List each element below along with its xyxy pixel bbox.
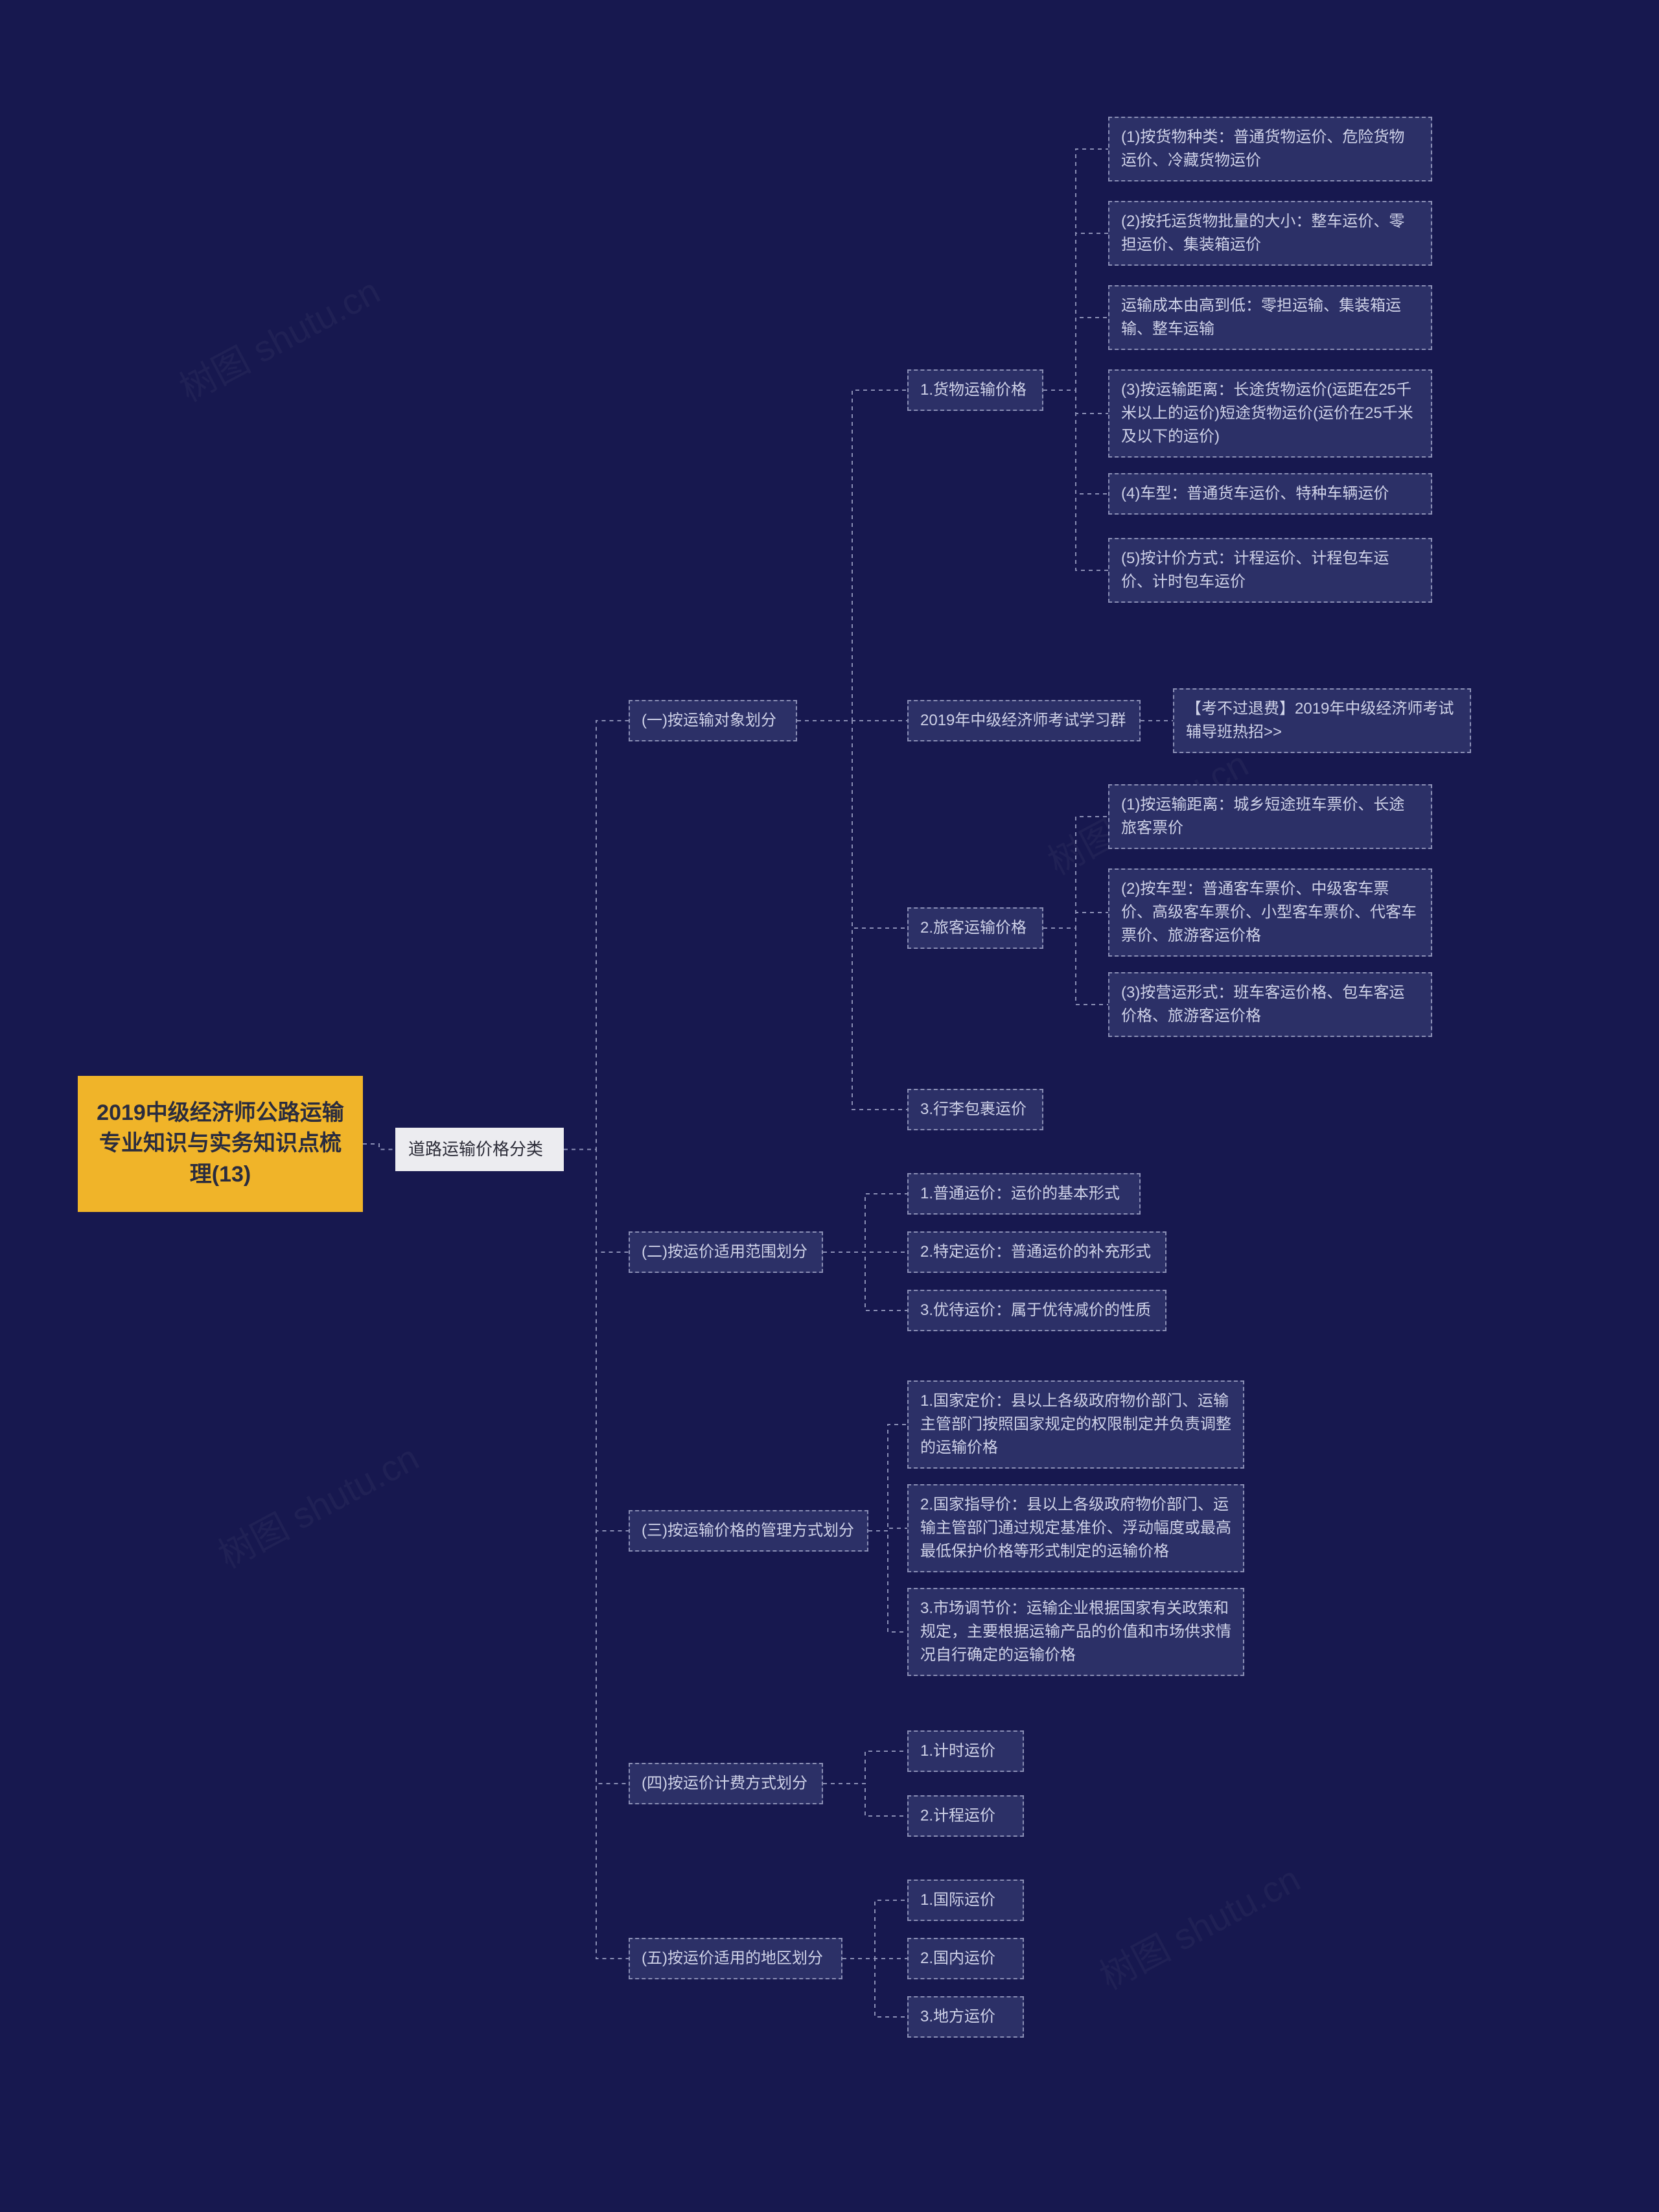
node-label: 1.国际运价 — [920, 1889, 995, 1912]
node-c5c[interactable]: 3.地方运价 — [907, 1996, 1024, 2038]
edge-c1a-c1a4 — [1043, 390, 1108, 413]
node-label: (5)按计价方式：计程运价、计程包车运价、计时包车运价 — [1121, 547, 1419, 594]
node-c4b[interactable]: 2.计程运价 — [907, 1795, 1024, 1837]
node-label: 3.地方运价 — [920, 2005, 995, 2029]
node-label: (四)按运价计费方式划分 — [642, 1772, 807, 1795]
node-label: (2)按车型：普通客车票价、中级客车票价、高级客车票价、小型客车票价、代客车票价… — [1121, 878, 1419, 948]
edge-c5-c5a — [842, 1900, 907, 1959]
node-c1b[interactable]: 2019年中级经济师考试学习群 — [907, 700, 1141, 741]
edge-c4-c4b — [823, 1784, 907, 1816]
node-c5a[interactable]: 1.国际运价 — [907, 1880, 1024, 1921]
edge-hub-c5 — [564, 1150, 629, 1959]
node-c1a5[interactable]: (4)车型：普通货车运价、特种车辆运价 — [1108, 473, 1432, 515]
node-label: 2.计程运价 — [920, 1804, 995, 1828]
node-c4a[interactable]: 1.计时运价 — [907, 1730, 1024, 1772]
edge-c1c-c1c1 — [1043, 817, 1108, 928]
node-label: 3.优待运价：属于优待减价的性质 — [920, 1299, 1151, 1322]
node-c1c3[interactable]: (3)按营运形式：班车客运价格、包车客运价格、旅游客运价格 — [1108, 972, 1432, 1037]
node-label: 1.货物运输价格 — [920, 378, 1027, 402]
node-c1a3[interactable]: 运输成本由高到低：零担运输、集装箱运输、整车运输 — [1108, 285, 1432, 350]
edge-c3-c3a — [868, 1425, 907, 1531]
edge-c1-c1a — [797, 390, 907, 721]
node-c2[interactable]: (二)按运价适用范围划分 — [629, 1231, 823, 1273]
node-c5b[interactable]: 2.国内运价 — [907, 1938, 1024, 1979]
mindmap-canvas: 树图 shutu.cn树图 shutu.cn树图 shutu.cn树图 shut… — [0, 0, 1659, 2212]
node-label: 2.国家指导价：县以上各级政府物价部门、运输主管部门通过规定基准价、浮动幅度或最… — [920, 1493, 1231, 1563]
node-label: 2.旅客运输价格 — [920, 916, 1027, 940]
node-label: (三)按运输价格的管理方式划分 — [642, 1519, 854, 1543]
node-label: 1.国家定价：县以上各级政府物价部门、运输主管部门按照国家规定的权限制定并负责调… — [920, 1390, 1231, 1460]
edge-c1c-c1c3 — [1043, 928, 1108, 1005]
node-label: 运输成本由高到低：零担运输、集装箱运输、整车运输 — [1121, 294, 1419, 341]
node-c4[interactable]: (四)按运价计费方式划分 — [629, 1763, 823, 1804]
node-label: 道路运输价格分类 — [408, 1137, 543, 1162]
node-c3c[interactable]: 3.市场调节价：运输企业根据国家有关政策和规定，主要根据运输产品的价值和市场供求… — [907, 1588, 1244, 1676]
edge-c1c-c1c2 — [1043, 913, 1108, 928]
edge-c4-c4a — [823, 1751, 907, 1784]
node-label: (二)按运价适用范围划分 — [642, 1240, 807, 1264]
node-label: (3)按运输距离：长途货物运价(运距在25千米以上的运价)短途货物运价(运价在2… — [1121, 378, 1419, 448]
node-label: 2.国内运价 — [920, 1947, 995, 1970]
edge-c3-c3c — [868, 1531, 907, 1632]
node-c1a[interactable]: 1.货物运输价格 — [907, 369, 1043, 411]
node-c3[interactable]: (三)按运输价格的管理方式划分 — [629, 1510, 868, 1552]
node-hub[interactable]: 道路运输价格分类 — [395, 1128, 564, 1171]
edge-c1-c1d — [797, 721, 907, 1110]
node-c1c1[interactable]: (1)按运输距离：城乡短途班车票价、长途旅客票价 — [1108, 784, 1432, 849]
node-c2a[interactable]: 1.普通运价：运价的基本形式 — [907, 1173, 1141, 1215]
node-label: 2019中级经济师公路运输专业知识与实务知识点梳理(13) — [93, 1098, 347, 1191]
node-c1a1[interactable]: (1)按货物种类：普通货物运价、危险货物运价、冷藏货物运价 — [1108, 117, 1432, 181]
edge-c2-c2a — [823, 1194, 907, 1252]
edge-c1a-c1a6 — [1043, 390, 1108, 570]
node-c1a6[interactable]: (5)按计价方式：计程运价、计程包车运价、计时包车运价 — [1108, 538, 1432, 603]
node-c1[interactable]: (一)按运输对象划分 — [629, 700, 797, 741]
node-c1a2[interactable]: (2)按托运货物批量的大小：整车运价、零担运价、集装箱运价 — [1108, 201, 1432, 266]
node-c1b1[interactable]: 【考不过退费】2019年中级经济师考试辅导班热招>> — [1173, 688, 1471, 753]
node-root[interactable]: 2019中级经济师公路运输专业知识与实务知识点梳理(13) — [78, 1076, 363, 1212]
node-c2b[interactable]: 2.特定运价：普通运价的补充形式 — [907, 1231, 1166, 1273]
node-label: 2.特定运价：普通运价的补充形式 — [920, 1240, 1151, 1264]
node-label: 3.市场调节价：运输企业根据国家有关政策和规定，主要根据运输产品的价值和市场供求… — [920, 1597, 1231, 1667]
node-c1a4[interactable]: (3)按运输距离：长途货物运价(运距在25千米以上的运价)短途货物运价(运价在2… — [1108, 369, 1432, 458]
edge-c1a-c1a3 — [1043, 318, 1108, 390]
node-c1d[interactable]: 3.行李包裹运价 — [907, 1089, 1043, 1130]
node-label: (3)按营运形式：班车客运价格、包车客运价格、旅游客运价格 — [1121, 981, 1419, 1028]
edge-hub-c3 — [564, 1150, 629, 1531]
node-label: (4)车型：普通货车运价、特种车辆运价 — [1121, 482, 1389, 506]
edge-root-hub — [363, 1144, 395, 1150]
node-label: (2)按托运货物批量的大小：整车运价、零担运价、集装箱运价 — [1121, 210, 1419, 257]
edge-c1a-c1a1 — [1043, 149, 1108, 390]
node-label: (1)按运输距离：城乡短途班车票价、长途旅客票价 — [1121, 793, 1419, 840]
node-label: (五)按运价适用的地区划分 — [642, 1947, 823, 1970]
node-c1c2[interactable]: (2)按车型：普通客车票价、中级客车票价、高级客车票价、小型客车票价、代客车票价… — [1108, 868, 1432, 957]
edge-c5-c5c — [842, 1959, 907, 2017]
node-c2c[interactable]: 3.优待运价：属于优待减价的性质 — [907, 1290, 1166, 1331]
node-label: 3.行李包裹运价 — [920, 1098, 1027, 1121]
node-c3b[interactable]: 2.国家指导价：县以上各级政府物价部门、运输主管部门通过规定基准价、浮动幅度或最… — [907, 1484, 1244, 1572]
node-label: 【考不过退费】2019年中级经济师考试辅导班热招>> — [1186, 697, 1458, 744]
node-label: (1)按货物种类：普通货物运价、危险货物运价、冷藏货物运价 — [1121, 126, 1419, 172]
node-label: (一)按运输对象划分 — [642, 709, 776, 732]
node-c5[interactable]: (五)按运价适用的地区划分 — [629, 1938, 842, 1979]
node-label: 1.计时运价 — [920, 1740, 995, 1763]
edge-c2-c2c — [823, 1252, 907, 1310]
node-label: 2019年中级经济师考试学习群 — [920, 709, 1126, 732]
node-label: 1.普通运价：运价的基本形式 — [920, 1182, 1120, 1205]
edge-hub-c1 — [564, 721, 629, 1150]
node-c1c[interactable]: 2.旅客运输价格 — [907, 907, 1043, 949]
node-c3a[interactable]: 1.国家定价：县以上各级政府物价部门、运输主管部门按照国家规定的权限制定并负责调… — [907, 1380, 1244, 1469]
